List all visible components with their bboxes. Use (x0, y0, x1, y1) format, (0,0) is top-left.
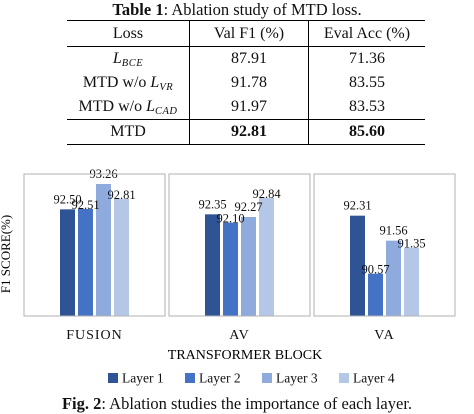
bar-fusion-layer-4 (114, 199, 129, 316)
table-caption: Table 1: Ablation study of MTD loss. (0, 0, 474, 20)
bar-fusion-layer-1 (60, 209, 75, 316)
category-label-av: AV (229, 328, 249, 343)
table-row: LBCE 87.91 71.36 (67, 46, 425, 72)
val-f1-cell: 91.78 (189, 71, 309, 95)
y-axis-label: F1 SCORE(%) (0, 215, 13, 293)
bar-value-label: 92.51 (71, 198, 99, 212)
figure-caption-text: : Ablation studies the importance of eac… (101, 394, 413, 413)
category-frame (168, 173, 311, 317)
header-val-f1: Val F1 (%) (189, 20, 309, 47)
loss-symbol: LCAD (146, 97, 178, 117)
table-row: MTD w/o LCAD 91.97 83.53 (67, 95, 425, 120)
val-f1-cell: 91.97 (189, 95, 309, 120)
category-frames (23, 173, 456, 317)
bar-fusion-layer-3 (96, 184, 111, 316)
bar-va-layer-2 (368, 273, 383, 316)
bar-value-label: 91.35 (397, 237, 425, 251)
eval-acc-cell: 85.60 (308, 119, 425, 145)
bar-value-label: 91.56 (379, 224, 407, 238)
figure-caption-label: Fig. 2 (61, 394, 102, 413)
loss-cell: MTD (67, 119, 190, 145)
loss-name: MTD w/o (82, 73, 151, 91)
bar-fusion-layer-2 (78, 209, 93, 316)
loss-symbol: LVR (150, 73, 174, 93)
bar-va-layer-3 (386, 240, 401, 316)
bar-value-label: 92.35 (198, 197, 226, 211)
bar-va-layer-4 (404, 247, 419, 316)
x-axis-label: TRANSFORMER BLOCK (168, 348, 322, 363)
legend-swatch-layer-4 (339, 373, 349, 383)
table-row: MTD w/o LVR 91.78 83.55 (67, 71, 425, 95)
bar-av-layer-1 (205, 214, 220, 316)
category-frame (23, 173, 166, 317)
loss-name: MTD w/o (78, 97, 147, 115)
bar-value-label: 92.31 (343, 199, 371, 213)
eval-acc-cell: 83.55 (349, 74, 385, 91)
header-loss: Loss (112, 24, 144, 42)
legend-label: Layer 4 (353, 371, 395, 386)
table-header-row: Loss Val F1 (%) Eval Acc (%) (67, 20, 425, 47)
category-label-va: VA (374, 328, 394, 343)
figure-caption: Fig. 2: Ablation studies the importance … (0, 394, 474, 414)
eval-acc-cell: 83.53 (349, 98, 385, 115)
loss-cell: MTD w/o LVR (67, 71, 190, 95)
legend-swatch-layer-3 (262, 373, 272, 383)
legend-label: Layer 2 (199, 371, 241, 386)
bar-value-label: 92.50 (53, 192, 81, 206)
loss-cell: MTD w/o LCAD (67, 95, 190, 120)
layer-ablation-bar-chart: F1 SCORE(%) TRANSFORMER BLOCK 92.5092.51… (0, 167, 456, 386)
bar-av-layer-3 (241, 217, 256, 316)
loss-symbol: LBCE (112, 49, 144, 69)
category-label-fusion: FUSION (66, 328, 123, 343)
legend-label: Layer 3 (276, 371, 318, 386)
bar-value-label: 92.27 (234, 200, 262, 214)
legend-label: Layer 1 (122, 371, 164, 386)
bar-av-layer-4 (259, 198, 274, 316)
val-f1-cell: 92.81 (189, 119, 309, 145)
legend-swatch-layer-2 (185, 373, 195, 383)
bar-value-label: 92.81 (107, 188, 135, 202)
legend-swatch-layer-1 (108, 373, 118, 383)
value-labels-group: 92.5092.5193.2692.8192.3592.1092.2792.84… (53, 167, 425, 277)
ablation-table: Loss Val F1 (%) Eval Acc (%) LBCE 87.91 … (67, 20, 425, 145)
header-eval-acc: Eval Acc (%) (323, 24, 411, 42)
bar-va-layer-1 (350, 215, 365, 316)
category-frame (313, 173, 456, 317)
bar-value-label: 90.57 (361, 263, 389, 277)
eval-acc-cell: 71.36 (349, 50, 385, 67)
table-caption-text: : Ablation study of MTD loss. (163, 0, 362, 19)
loss-cell: LBCE (67, 47, 190, 72)
table-caption-label: Table 1 (112, 0, 164, 19)
table-row-best: MTD 92.81 85.60 (67, 119, 425, 145)
bar-value-label: 92.84 (252, 187, 281, 201)
bar-av-layer-2 (223, 222, 238, 316)
bars-group (60, 184, 419, 316)
bar-value-label: 92.10 (216, 212, 244, 226)
category-labels: FUSION AV VA (66, 328, 394, 343)
val-f1-cell: 87.91 (189, 46, 309, 71)
chart-legend: Layer 1 Layer 2 Layer 3 Layer 4 (108, 371, 395, 386)
